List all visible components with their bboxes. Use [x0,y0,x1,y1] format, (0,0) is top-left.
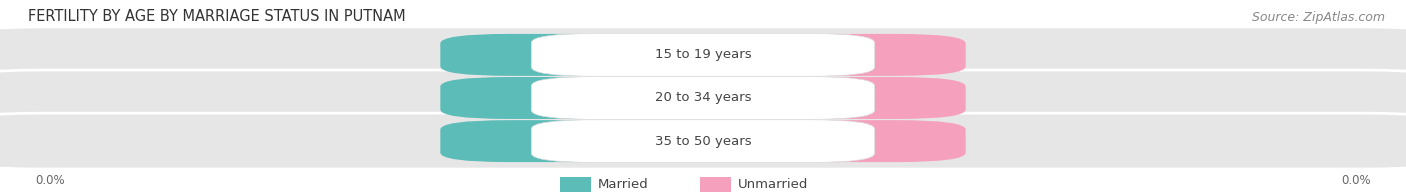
Text: Married: Married [598,178,648,191]
Text: 15 to 19 years: 15 to 19 years [655,48,751,61]
Text: 0.0%: 0.0% [1341,174,1371,187]
Text: FERTILITY BY AGE BY MARRIAGE STATUS IN PUTNAM: FERTILITY BY AGE BY MARRIAGE STATUS IN P… [28,8,406,24]
Text: 0.0%: 0.0% [531,135,564,148]
Text: 0.0%: 0.0% [35,174,65,187]
Text: 0.0%: 0.0% [842,48,875,61]
Text: Unmarried: Unmarried [738,178,808,191]
Text: 0.0%: 0.0% [842,135,875,148]
Text: 0.0%: 0.0% [842,92,875,104]
Text: 20 to 34 years: 20 to 34 years [655,92,751,104]
Text: 0.0%: 0.0% [531,48,564,61]
Text: Source: ZipAtlas.com: Source: ZipAtlas.com [1251,11,1385,24]
Text: 0.0%: 0.0% [531,92,564,104]
Text: 35 to 50 years: 35 to 50 years [655,135,751,148]
